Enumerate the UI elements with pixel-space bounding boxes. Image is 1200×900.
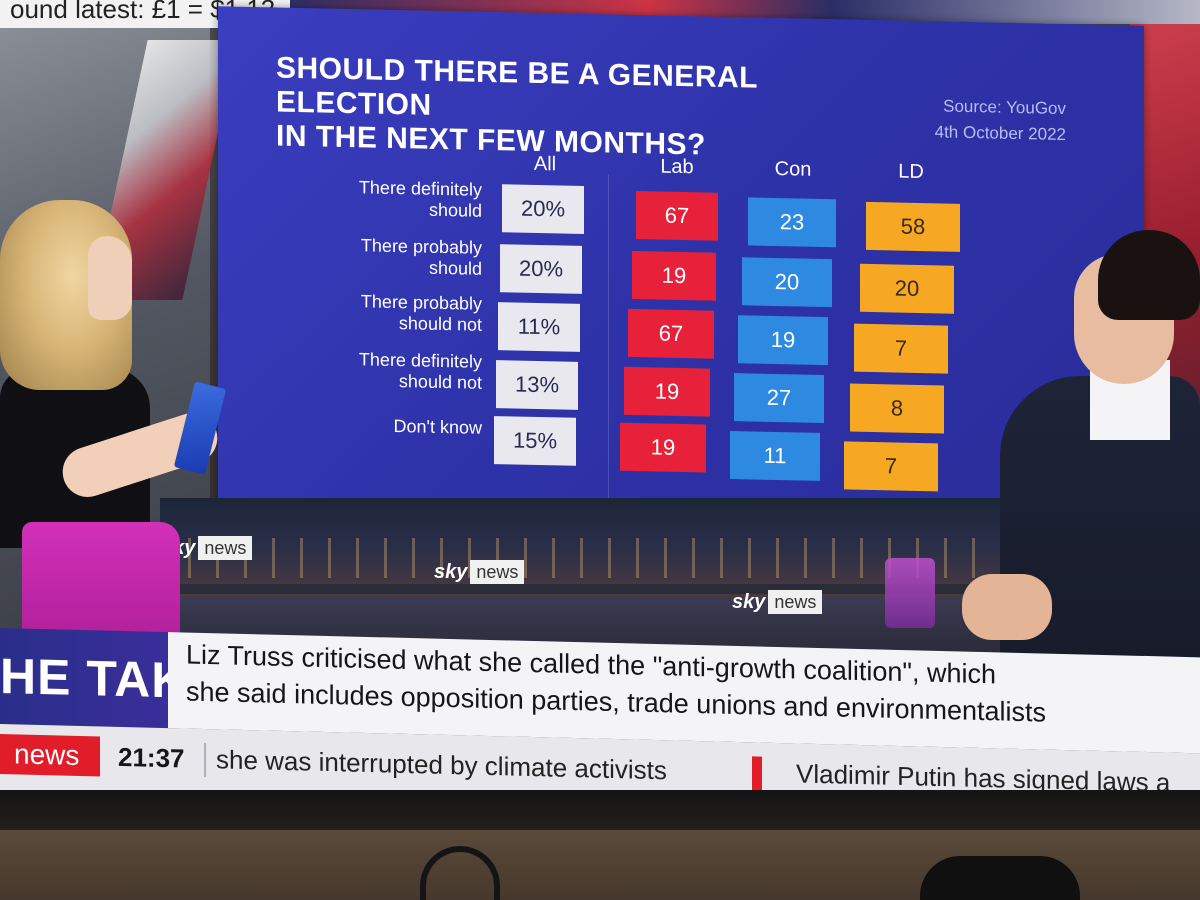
cell-all: 15% [494, 416, 576, 466]
cell-ld: 8 [850, 383, 944, 434]
column-header-all: All [533, 152, 557, 176]
logo-news: news [768, 590, 823, 614]
row-label-line: should [428, 257, 482, 279]
logo-news: news [198, 536, 253, 560]
bridge [160, 584, 1020, 594]
cell-con: 11 [730, 431, 820, 481]
logo-news: news [470, 560, 525, 584]
cell-lab: 67 [636, 191, 718, 241]
ticker-news-logo: news [0, 734, 100, 777]
decorative-object [420, 846, 500, 900]
cell-all: 20% [502, 184, 584, 234]
logo-sky: sky [434, 560, 468, 583]
ticker-separator [204, 742, 206, 778]
presenter-left-skirt [22, 522, 180, 642]
row-label: There probably should not [282, 290, 482, 336]
cell-all: 11% [498, 302, 580, 352]
row-label: There definitely should not [282, 348, 482, 394]
cell-con: 19 [738, 315, 828, 366]
row-label: There probably should [282, 234, 482, 280]
column-header-ld: LD [898, 160, 924, 184]
presenter-right-hair [1098, 230, 1200, 320]
cell-lab: 67 [628, 308, 714, 359]
cell-all: 20% [500, 244, 582, 294]
cell-ld: 7 [854, 323, 948, 374]
column-divider [608, 174, 609, 505]
city-lights [160, 538, 1020, 578]
row-label-line: should [428, 199, 482, 221]
row-label: There definitely should [282, 176, 482, 222]
cell-lab: 19 [632, 250, 716, 301]
ticker-item: she was interrupted by climate activists [216, 744, 667, 786]
source-date: 4th October 2022 [934, 122, 1066, 145]
illuminated-building [885, 558, 935, 628]
cell-con: 23 [748, 197, 836, 248]
row-label-line: Don't know [393, 415, 482, 438]
cell-con: 27 [734, 373, 824, 423]
row-label-line: should not [398, 371, 482, 393]
tv-stand [920, 856, 1080, 900]
cell-con: 20 [742, 257, 832, 308]
graphic-source: Source: YouGov 4th October 2022 [806, 91, 1066, 148]
column-header-con: Con [774, 157, 812, 181]
graphic-title: SHOULD THERE BE A GENERAL ELECTION IN TH… [276, 52, 836, 166]
sky-news-logo: sky news [732, 590, 823, 614]
cell-lab: 19 [624, 366, 710, 417]
cell-all: 13% [496, 360, 578, 410]
cell-ld: 58 [866, 201, 960, 252]
row-label-line: should not [398, 313, 482, 335]
graphic-title-line1: SHOULD THERE BE A GENERAL ELECTION [276, 51, 758, 122]
presenter-right-hands [962, 574, 1052, 640]
program-title: HE TAKE [0, 628, 168, 729]
ticker-clock: 21:37 [118, 741, 185, 774]
cell-ld: 20 [860, 263, 954, 314]
column-header-lab: Lab [660, 155, 694, 179]
presenter-left-face [88, 236, 132, 320]
sky-news-logo: sky news [434, 560, 525, 584]
cell-ld: 7 [844, 441, 938, 492]
cell-lab: 19 [620, 422, 706, 473]
row-label: Don't know [282, 414, 482, 439]
logo-sky: sky [732, 590, 766, 613]
